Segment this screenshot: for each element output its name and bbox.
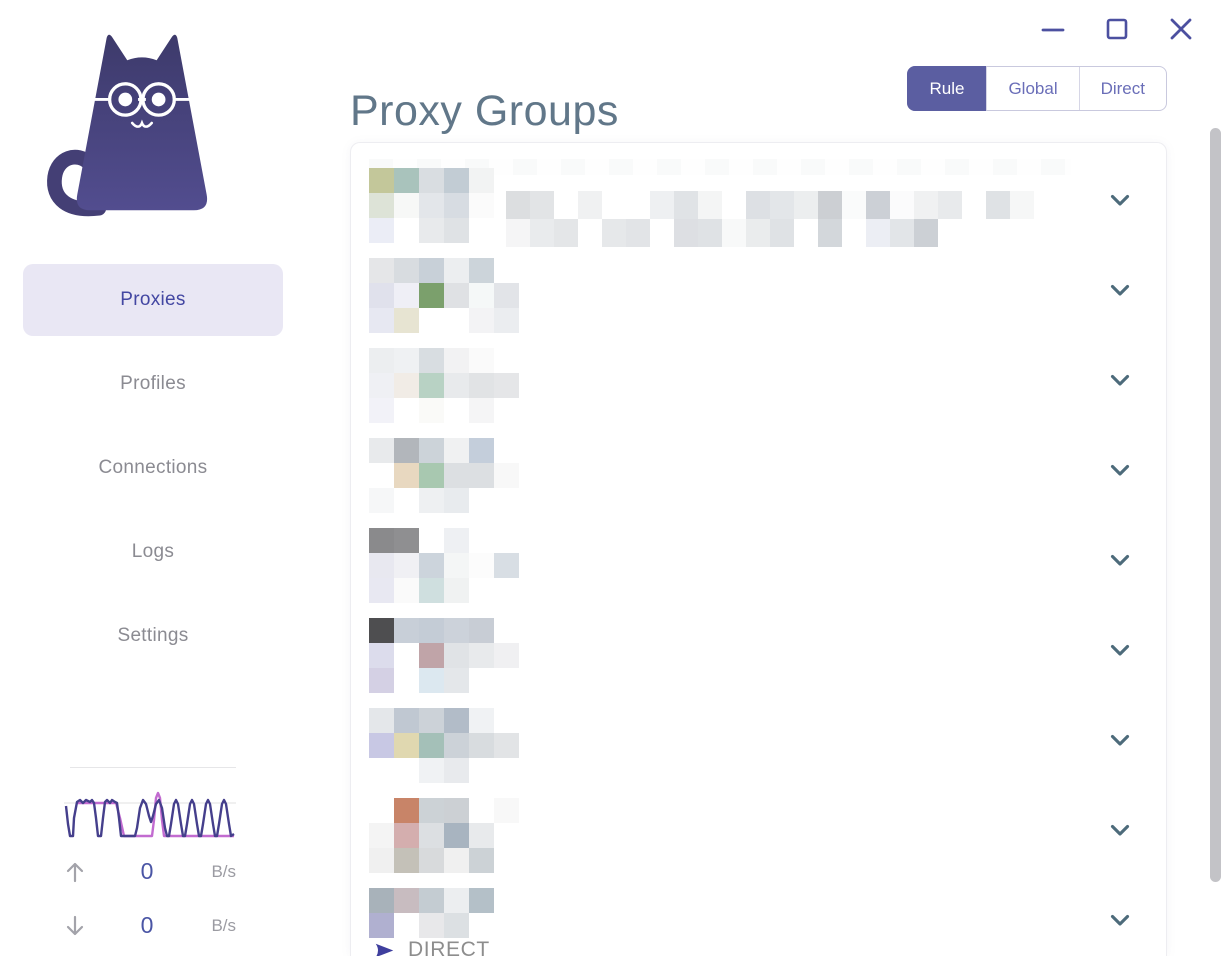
minimize-icon (1041, 28, 1065, 32)
censored-group-detail (506, 191, 1034, 247)
app-logo (42, 24, 238, 225)
censored-group-name (369, 438, 519, 513)
censored-group-name (369, 798, 519, 873)
proxy-group-list: DIRECT (351, 143, 1166, 956)
censored-group-name (369, 168, 519, 243)
cat-logo-icon (47, 34, 208, 217)
censored-group-name (369, 618, 519, 693)
maximize-button[interactable] (1102, 14, 1132, 44)
censored-group-name (369, 258, 519, 333)
traffic-upload-line (76, 791, 234, 838)
download-arrow-icon (64, 914, 94, 938)
proxy-group-row[interactable] (351, 426, 1166, 516)
maximize-icon (1106, 18, 1128, 40)
mode-switcher: Rule Global Direct (907, 66, 1167, 111)
chevron-down-icon[interactable] (1110, 464, 1130, 477)
censored-group-name (369, 528, 519, 603)
proxy-group-row[interactable]: DIRECT (351, 876, 1166, 956)
chevron-down-icon[interactable] (1110, 644, 1130, 657)
mode-button-global[interactable]: Global (986, 67, 1078, 110)
censored-group-name (369, 708, 519, 783)
proxy-group-row[interactable] (351, 606, 1166, 696)
traffic-graph (64, 786, 236, 853)
sidebar-item-logs[interactable]: Logs (131, 541, 175, 562)
proxy-group-row[interactable] (351, 246, 1166, 336)
current-proxy-line: DIRECT (375, 938, 490, 956)
proxy-group-row[interactable] (351, 516, 1166, 606)
sidebar-item-profiles[interactable]: Profiles (120, 373, 186, 394)
current-proxy-arrow-icon (375, 943, 394, 956)
download-value: 0 (140, 912, 154, 938)
download-stat: 0 B/s (64, 912, 236, 939)
proxy-group-row[interactable] (351, 696, 1166, 786)
chevron-down-icon[interactable] (1110, 554, 1130, 567)
close-button[interactable] (1166, 14, 1196, 44)
sidebar: Proxies Profiles Connections Logs Settings 0… (0, 0, 306, 956)
upload-arrow-icon (64, 860, 94, 884)
chevron-down-icon[interactable] (1110, 374, 1130, 387)
sidebar-item-connections[interactable]: Connections (98, 457, 208, 478)
upload-value: 0 (140, 858, 154, 884)
scrollbar-thumb[interactable] (1210, 128, 1221, 882)
chevron-down-icon[interactable] (1110, 824, 1130, 837)
chevron-down-icon[interactable] (1110, 914, 1130, 927)
chevron-down-icon[interactable] (1110, 734, 1130, 747)
proxy-group-row[interactable] (351, 786, 1166, 876)
proxy-group-row[interactable] (351, 156, 1166, 247)
mode-button-direct[interactable]: Direct (1078, 67, 1166, 110)
window-controls (1038, 14, 1196, 44)
proxy-group-row[interactable] (351, 336, 1166, 426)
close-icon (1170, 18, 1192, 40)
proxy-groups-card: DIRECT (350, 142, 1167, 956)
sidebar-item-proxies[interactable]: Proxies (23, 264, 283, 336)
chevron-down-icon[interactable] (1110, 284, 1130, 297)
current-proxy-label: DIRECT (408, 938, 490, 956)
minimize-button[interactable] (1038, 14, 1068, 44)
sidebar-divider (70, 767, 236, 768)
upload-stat: 0 B/s (64, 858, 236, 885)
sidebar-nav: Proxies Profiles Connections Logs Settings (0, 264, 306, 672)
chevron-down-icon[interactable] (1110, 194, 1130, 207)
censored-group-name (369, 348, 519, 423)
traffic-download-line (64, 798, 235, 838)
page-title: Proxy Groups (350, 86, 619, 135)
upload-unit: B/s (211, 861, 236, 881)
censored-group-name (369, 888, 519, 938)
censored-strip (369, 159, 1071, 175)
sidebar-item-settings[interactable]: Settings (117, 625, 189, 646)
mode-button-rule[interactable]: Rule (907, 66, 987, 111)
download-unit: B/s (211, 915, 236, 935)
